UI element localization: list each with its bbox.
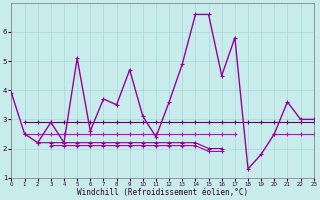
X-axis label: Windchill (Refroidissement éolien,°C): Windchill (Refroidissement éolien,°C) [77, 188, 248, 197]
